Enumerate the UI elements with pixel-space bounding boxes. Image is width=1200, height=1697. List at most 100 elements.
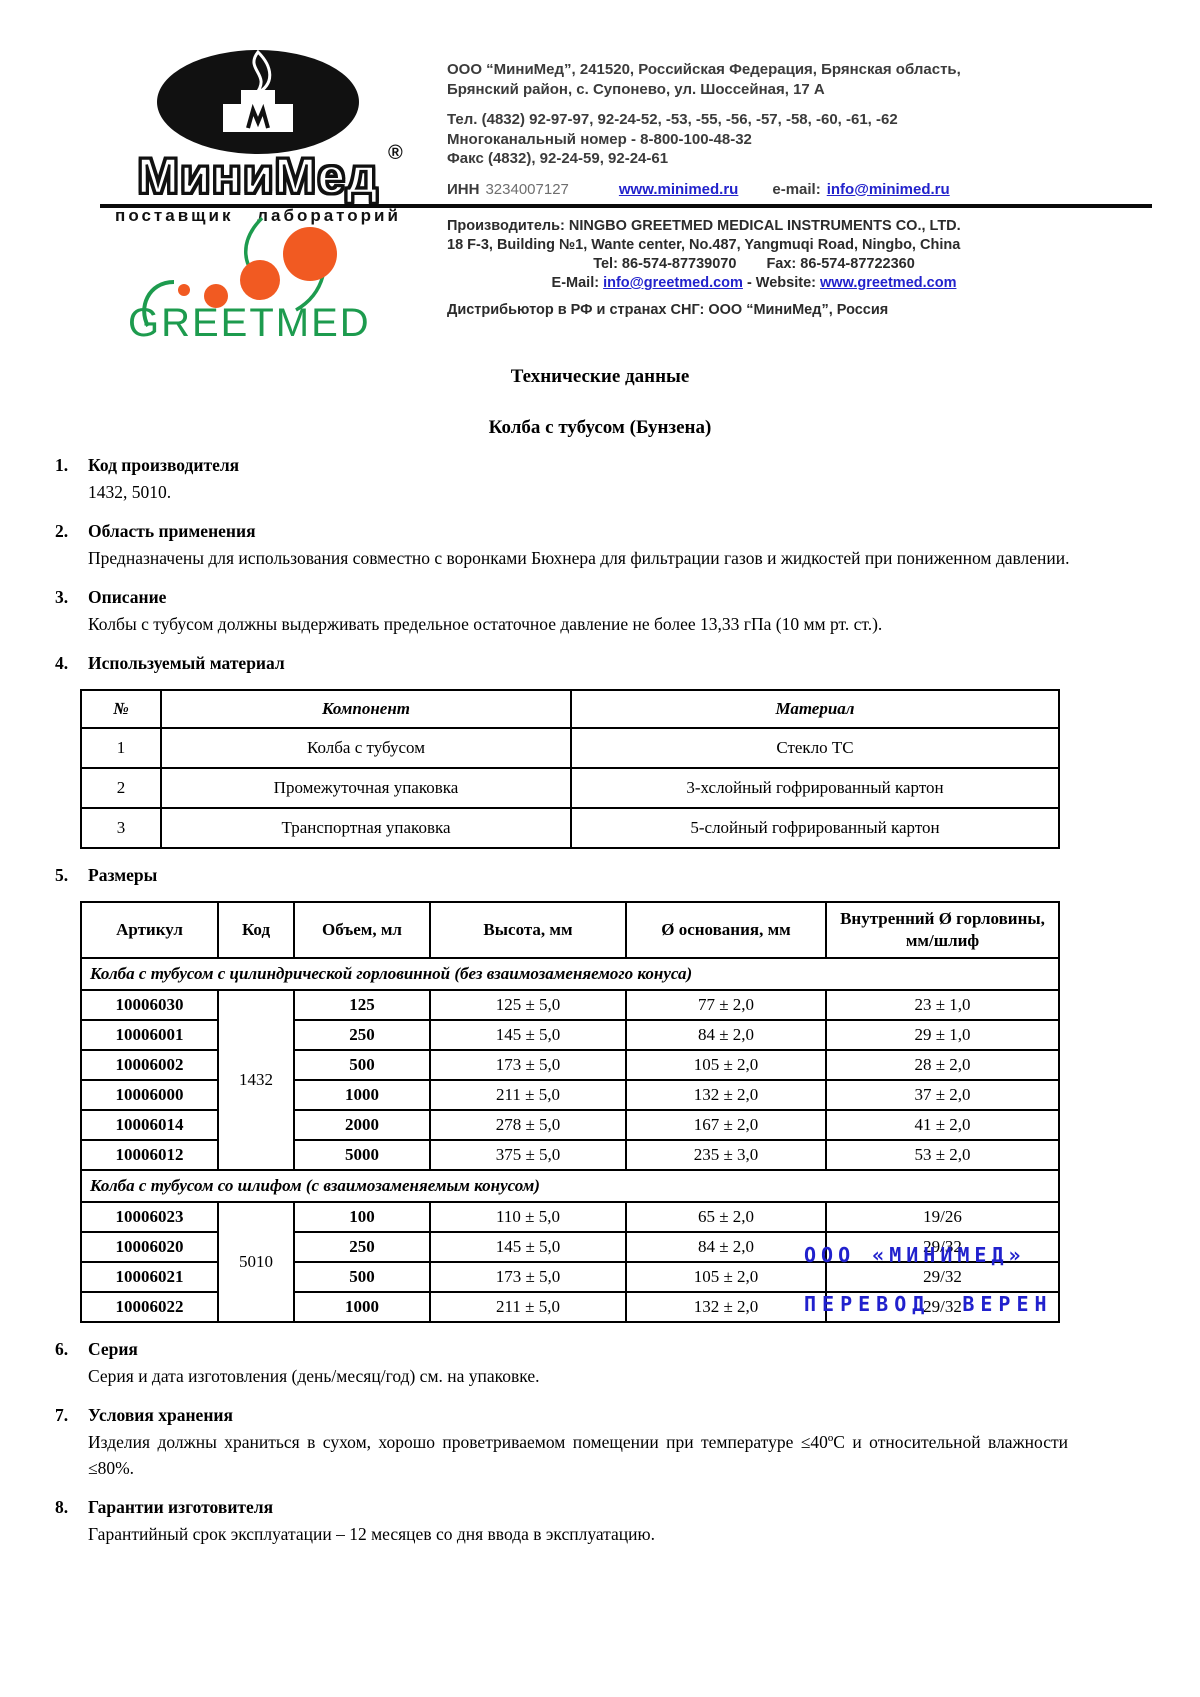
dims-base-diameter-cell: 65 ± 2,0 (625, 1201, 827, 1233)
email-label: e-mail: (772, 180, 821, 198)
table-row: 10006030 1432 125 125 ± 5,0 77 ± 2,0 23 ± 1,0 (80, 989, 1060, 1171)
section-number: 4. (55, 653, 69, 673)
section-application: 2. Область применения Предназначены для … (55, 520, 1152, 571)
dims-base-diameter-cell: 77 ± 2,0 (625, 989, 827, 1021)
table-row: 10006014 2000 278 ± 5,0 167 ± 2,0 41 ± 2,0 (80, 1109, 1060, 1141)
section-number: 8. (55, 1497, 69, 1517)
dims-height-cell: 211 ± 5,0 (429, 1079, 627, 1111)
distributor-line: Дистрибьютор в РФ и странах СНГ: ООО “Ми… (447, 302, 889, 318)
dims-article-cell: 10006022 (80, 1291, 219, 1323)
dims-col-header: Внутренний Ø горловины, мм/шлиф (825, 901, 1060, 959)
dims-base-diameter-cell: 132 ± 2,0 (625, 1291, 827, 1323)
dims-volume-cell: 1000 (293, 1079, 431, 1111)
company-info: ООО “МиниМед”, 241520, Российская Федера… (447, 60, 1047, 199)
table-row: 10006023 5010 100 110 ± 5,0 65 ± 2,0 19/26 (80, 1201, 1060, 1323)
section-body: Серия и дата изготовления (день/месяц/го… (88, 1366, 540, 1386)
dims-article-cell: 10006023 (80, 1201, 219, 1233)
table-row: 3 Транспортная упаковка 5-слойный гофриров… (80, 807, 1060, 849)
section-dimensions: 5. Размеры Артикул Код Объем, мл Высота, мм… (55, 864, 1152, 1323)
manufacturer-phone-line: Tel: 86-574-87739070 Fax: 86-574-87722360 (447, 255, 1061, 274)
brand-tagline: поставщик лабораторий (115, 206, 401, 225)
dims-neck-diameter-cell: 19/26 (825, 1201, 1060, 1233)
dims-volume-cell: 2000 (293, 1109, 431, 1141)
table-row: 10006002 500 173 ± 5,0 105 ± 2,0 28 ± 2,0 (80, 1049, 1060, 1081)
dims-height-cell: 110 ± 5,0 (429, 1201, 627, 1233)
dims-article-cell: 10006030 (80, 989, 219, 1021)
dims-height-cell: 278 ± 5,0 (429, 1109, 627, 1141)
inn-label: ИНН (447, 180, 480, 198)
manufacturer-website-link[interactable]: www.greetmed.com (820, 275, 957, 291)
stamp-verified: ПЕРЕВОД ВЕРЕН (804, 1292, 1053, 1316)
section-description: 3. Описание Колбы с тубусом должны выдер… (55, 586, 1152, 637)
section-manufacturer-code: 1. Код производителя 1432, 5010. (55, 454, 1152, 505)
dims-neck-diameter-cell: 37 ± 2,0 (825, 1079, 1060, 1111)
dims-height-cell: 125 ± 5,0 (429, 989, 627, 1021)
materials-cell: Колба с тубусом (160, 727, 572, 769)
inn-value: 3234007127 (485, 180, 569, 198)
section-body: Колбы с тубусом должны выдерживать преде… (88, 614, 883, 634)
candle-logo-icon (157, 49, 359, 154)
section-storage: 7. Условия хранения Изделия должны храни… (55, 1404, 1152, 1481)
table-row: 10006001 250 145 ± 5,0 84 ± 2,0 29 ± 1,0 (80, 1019, 1060, 1051)
manufacturer-line: 18 F-3, Building №1, Wante center, No.48… (447, 237, 961, 253)
greetmed-wordmark: GREETMED (128, 301, 371, 344)
section-title: Серия (88, 1339, 138, 1359)
table-row: 10006022 1000 211 ± 5,0 132 ± 2,0 29/32 (80, 1291, 1060, 1323)
dims-code-cell: 5010 (217, 1201, 295, 1323)
materials-col-header: Компонент (160, 689, 572, 729)
dims-neck-diameter-cell: 23 ± 1,0 (825, 989, 1060, 1021)
section-title: Описание (88, 587, 167, 607)
section-body: Гарантийный срок эксплуатации – 12 месяц… (88, 1524, 655, 1544)
dims-article-cell: 10006002 (80, 1049, 219, 1081)
company-phone-line: Многоканальный номер - 8-800-100-48-32 (447, 130, 752, 148)
dimensions-table: Артикул Код Объем, мл Высота, мм Ø основания… (80, 901, 1060, 1323)
page-title: Технические данные (510, 366, 690, 387)
manufacturer-info: Производитель: NINGBO GREETMED MEDICAL I… (447, 217, 1061, 320)
dims-col-header: Код (217, 901, 295, 959)
dims-volume-cell: 100 (293, 1201, 431, 1233)
dims-base-diameter-cell: 105 ± 2,0 (625, 1049, 827, 1081)
dims-article-cell: 10006012 (80, 1139, 219, 1171)
dims-article-cell: 10006001 (80, 1019, 219, 1051)
dims-code-cell: 1432 (217, 989, 295, 1171)
manufacturer-website-label: - Website: (746, 275, 816, 291)
dims-col-header: Объем, мл (293, 901, 431, 959)
dims-neck-diameter-cell: 29/32 (825, 1231, 1060, 1263)
section-number: 5. (55, 865, 69, 885)
registered-mark-icon: ® (388, 142, 403, 164)
header-divider (100, 204, 1152, 208)
greetmed-logo-icon: GREETMED (128, 216, 371, 345)
dims-col-header: Артикул (80, 901, 219, 959)
dims-volume-cell: 250 (293, 1231, 431, 1263)
materials-cell: 2 (80, 767, 162, 809)
section-title: Условия хранения (88, 1405, 233, 1425)
section-number: 3. (55, 587, 69, 607)
materials-col-header: Материал (570, 689, 1060, 729)
section-title: Область применения (88, 521, 256, 541)
materials-col-header: № (80, 689, 162, 729)
company-fax-line: Факс (4832), 92-24-59, 92-24-61 (447, 150, 669, 167)
section-body: 1432, 5010. (88, 482, 172, 502)
materials-cell: 1 (80, 727, 162, 769)
dims-base-diameter-cell: 235 ± 3,0 (625, 1139, 827, 1171)
company-address-line: Брянский район, с. Супонево, ул. Шоссейн… (447, 80, 825, 98)
dims-volume-cell: 125 (293, 989, 431, 1021)
dims-height-cell: 211 ± 5,0 (429, 1291, 627, 1323)
company-email-link[interactable]: info@minimed.ru (826, 180, 950, 198)
dims-volume-cell: 500 (293, 1261, 431, 1293)
materials-cell: 3 (80, 807, 162, 849)
manufacturer-line: Производитель: NINGBO GREETMED MEDICAL I… (447, 218, 961, 234)
section-number: 6. (55, 1339, 69, 1359)
dims-height-cell: 173 ± 5,0 (429, 1049, 627, 1081)
section-materials: 4. Используемый материал № Компонент Матер… (55, 652, 1152, 849)
dims-neck-diameter-cell: 41 ± 2,0 (825, 1109, 1060, 1141)
materials-cell: Транспортная упаковка (160, 807, 572, 849)
manufacturer-email-link[interactable]: info@greetmed.com (603, 275, 743, 291)
dims-article-cell: 10006000 (80, 1079, 219, 1111)
company-website-link[interactable]: www.minimed.ru (618, 180, 739, 198)
dims-col-header: Высота, мм (429, 901, 627, 959)
minimed-logo: МиниМед ® поставщик лабораторий (108, 48, 408, 226)
materials-cell: Промежуточная упаковка (160, 767, 572, 809)
dims-group-title: Колба с тубусом со шлифом (с взаимозамен… (80, 1169, 1060, 1203)
section-number: 7. (55, 1405, 69, 1425)
